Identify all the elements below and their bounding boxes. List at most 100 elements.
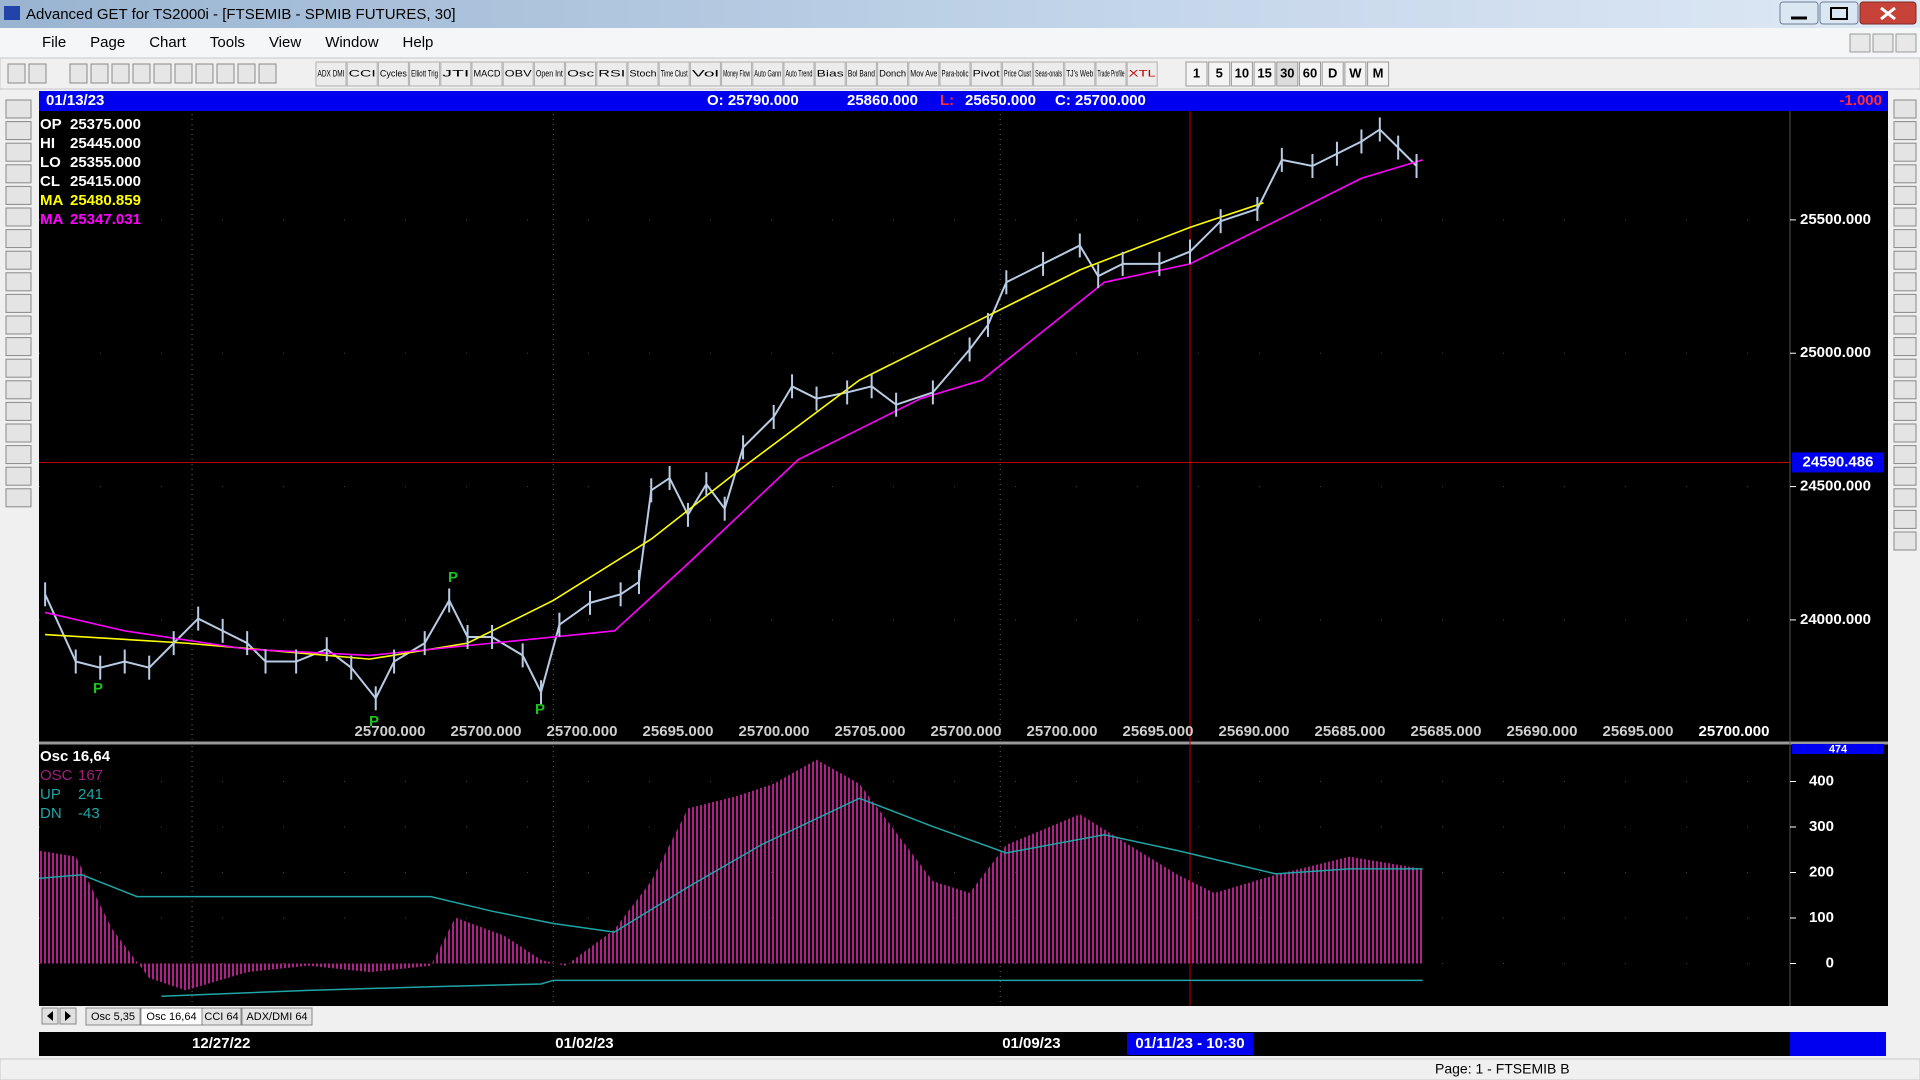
toolbar-button[interactable] [216, 63, 235, 84]
timeframe-button[interactable] [1185, 61, 1208, 87]
tool-icon[interactable] [1893, 401, 1917, 421]
tool-icon[interactable] [5, 293, 32, 313]
tool-icon[interactable] [1893, 164, 1917, 184]
study-button[interactable] [845, 61, 877, 87]
tool-icon[interactable] [1893, 380, 1917, 400]
tool-icon[interactable] [5, 121, 32, 141]
tool-icon[interactable] [1893, 229, 1917, 249]
study-button[interactable] [689, 61, 721, 87]
tool-icon[interactable] [1893, 509, 1917, 529]
menu-item[interactable]: Window [325, 34, 379, 51]
tool-icon[interactable] [5, 229, 32, 249]
study-button[interactable] [440, 61, 472, 87]
tool-icon[interactable] [1893, 207, 1917, 227]
mdi-minimize[interactable] [1849, 33, 1871, 53]
toolbar-button[interactable] [90, 63, 109, 84]
tool-icon[interactable] [5, 142, 32, 162]
study-button[interactable] [1064, 61, 1096, 87]
tool-icon[interactable] [1893, 315, 1917, 335]
tool-icon[interactable] [1893, 99, 1917, 119]
timeframe-button[interactable] [1208, 61, 1231, 87]
study-button[interactable] [627, 61, 659, 87]
timeframe-button[interactable] [1321, 61, 1344, 87]
study-button[interactable] [970, 61, 1002, 87]
tool-icon[interactable] [1893, 531, 1917, 551]
minimize-button[interactable] [1779, 1, 1819, 25]
tool-icon[interactable] [1893, 121, 1917, 141]
timeframe-button[interactable] [1299, 61, 1321, 87]
tab[interactable] [241, 1007, 313, 1026]
tool-icon[interactable] [5, 358, 32, 378]
study-button[interactable] [1033, 61, 1065, 87]
study-button[interactable] [658, 61, 690, 87]
tool-icon[interactable] [1893, 142, 1917, 162]
toolbar-button[interactable] [153, 63, 172, 84]
tool-icon[interactable] [5, 488, 32, 508]
menu-item[interactable]: Tools [210, 34, 245, 51]
tool-icon[interactable] [1893, 423, 1917, 443]
toolbar-button[interactable] [28, 63, 47, 84]
study-button[interactable] [502, 61, 534, 87]
tool-icon[interactable] [5, 380, 32, 400]
study-button[interactable] [471, 61, 503, 87]
study-button[interactable] [315, 61, 347, 87]
toolbar-button[interactable] [237, 63, 256, 84]
tool-icon[interactable] [1893, 358, 1917, 378]
tool-icon[interactable] [5, 185, 32, 205]
study-button[interactable] [1126, 61, 1158, 87]
tool-icon[interactable] [1893, 293, 1917, 313]
study-button[interactable] [533, 61, 565, 87]
tool-icon[interactable] [1893, 445, 1917, 465]
toolbar-button[interactable] [195, 63, 214, 84]
study-button[interactable] [565, 61, 597, 87]
tool-icon[interactable] [5, 272, 32, 292]
tab[interactable] [85, 1007, 141, 1026]
toolbar-button[interactable] [258, 63, 277, 84]
tool-icon[interactable] [5, 250, 32, 270]
toolbar-button[interactable] [7, 63, 26, 84]
timeframe-button[interactable] [1367, 61, 1390, 87]
study-button[interactable] [377, 61, 409, 87]
timeframe-button[interactable] [1253, 61, 1276, 87]
study-button[interactable] [783, 61, 815, 87]
menu-item[interactable]: Help [403, 34, 434, 51]
tool-icon[interactable] [1893, 337, 1917, 357]
timeframe-button[interactable] [1344, 61, 1367, 87]
tool-icon[interactable] [5, 401, 32, 421]
study-button[interactable] [346, 61, 378, 87]
tab[interactable] [201, 1007, 242, 1026]
study-button[interactable] [939, 61, 971, 87]
study-button[interactable] [752, 61, 784, 87]
maximize-button[interactable] [1819, 1, 1859, 25]
toolbar-button[interactable] [111, 63, 130, 84]
study-button[interactable] [877, 61, 909, 87]
tool-icon[interactable] [5, 315, 32, 335]
menu-item[interactable]: View [269, 34, 301, 51]
menu-item[interactable]: Page [90, 34, 125, 51]
menu-item[interactable]: Chart [149, 34, 187, 51]
study-button[interactable] [1001, 61, 1033, 87]
timeframe-button[interactable] [1276, 61, 1299, 87]
tool-icon[interactable] [5, 423, 32, 443]
tool-icon[interactable] [1893, 185, 1917, 205]
tool-icon[interactable] [5, 207, 32, 227]
toolbar-button[interactable] [69, 63, 88, 84]
mdi-restore[interactable] [1872, 33, 1894, 53]
study-button[interactable] [596, 61, 628, 87]
tool-icon[interactable] [5, 445, 32, 465]
mdi-close[interactable] [1895, 33, 1917, 53]
tool-icon[interactable] [5, 337, 32, 357]
study-button[interactable] [1095, 61, 1127, 87]
tool-icon[interactable] [5, 466, 32, 486]
tool-icon[interactable] [1893, 272, 1917, 292]
tool-icon[interactable] [5, 164, 32, 184]
toolbar-button[interactable] [132, 63, 151, 84]
study-button[interactable] [908, 61, 940, 87]
menu-item[interactable]: File [42, 34, 66, 51]
tool-icon[interactable] [5, 99, 32, 119]
study-button[interactable] [814, 61, 846, 87]
tool-icon[interactable] [1893, 466, 1917, 486]
tool-icon[interactable] [1893, 250, 1917, 270]
toolbar-button[interactable] [174, 63, 193, 84]
tool-icon[interactable] [1893, 488, 1917, 508]
